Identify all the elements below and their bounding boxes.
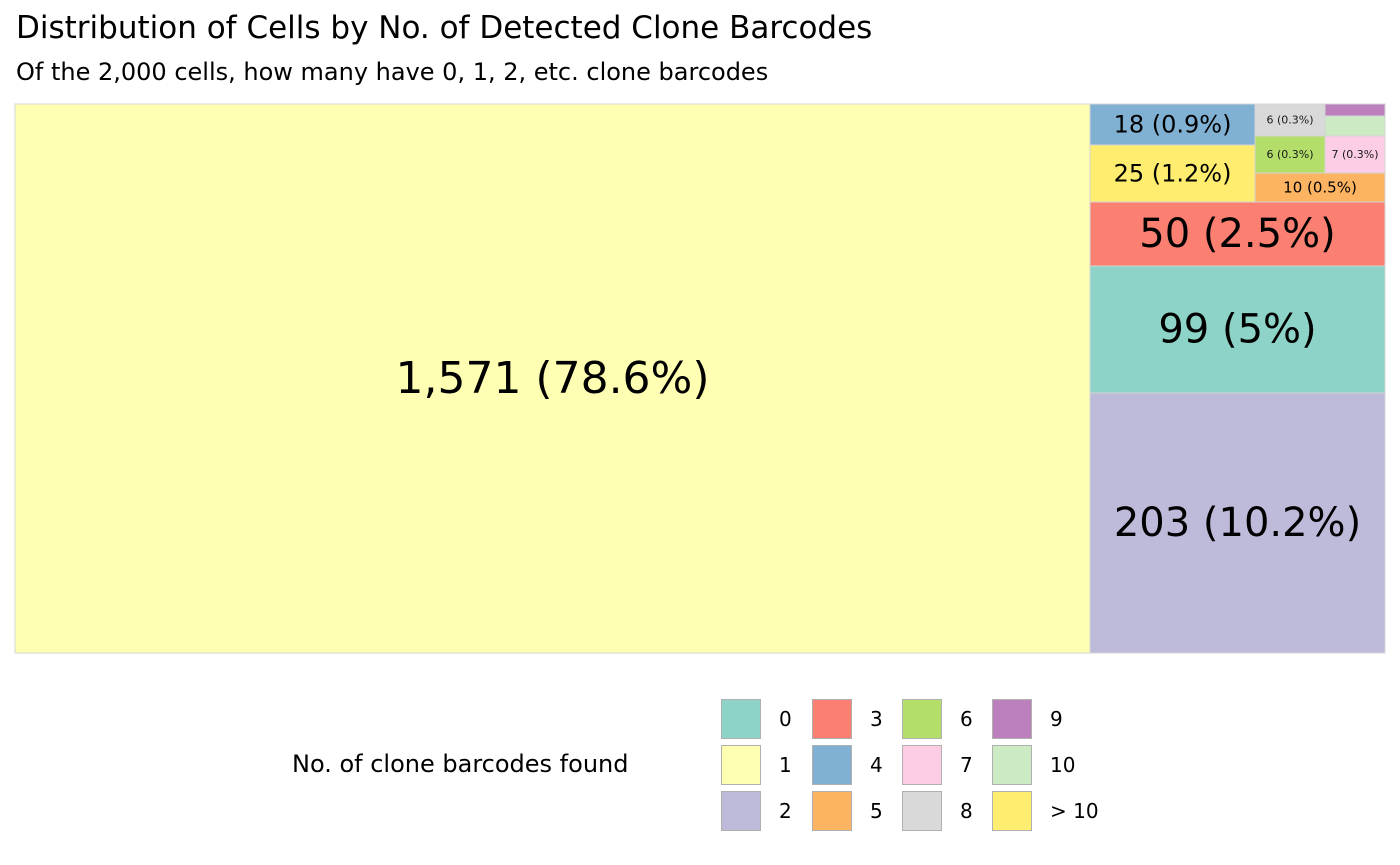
- tile-1: [14, 103, 1091, 654]
- legend-label-7: 7: [960, 753, 973, 777]
- legend-label-4: 4: [870, 753, 883, 777]
- legend-swatch-2: [721, 791, 761, 831]
- tile-label-3: 50 (2.5%): [1139, 211, 1335, 257]
- legend-title: No. of clone barcodes found: [292, 750, 629, 778]
- tile-label-7: 7 (0.3%): [1331, 148, 1378, 161]
- tile-label-gt10: 25 (1.2%): [1114, 160, 1232, 188]
- tile-5: [1254, 172, 1386, 203]
- tile-label-6: 6 (0.3%): [1266, 148, 1313, 161]
- tile-label-0: 99 (5%): [1158, 307, 1316, 353]
- tile-0: [1089, 265, 1386, 394]
- tile-6: [1254, 135, 1326, 174]
- tile-label-8: 6 (0.3%): [1266, 114, 1313, 127]
- legend-label-9: 9: [1050, 707, 1063, 731]
- tile-label-2: 203 (10.2%): [1114, 500, 1361, 546]
- legend-swatch-1: [721, 745, 761, 785]
- legend-label-2: 2: [779, 799, 792, 823]
- legend-label-8: 8: [960, 799, 973, 823]
- legend-swatch-3: [812, 699, 852, 739]
- tile-2: [1089, 392, 1386, 654]
- tile-label-4: 18 (0.9%): [1114, 111, 1232, 139]
- legend-swatch-4: [812, 745, 852, 785]
- legend-swatch-9: [992, 699, 1032, 739]
- legend-swatch-7: [902, 745, 942, 785]
- tile-4: [1089, 103, 1256, 146]
- legend-label-10: 10: [1050, 753, 1076, 777]
- tile-9: [1324, 103, 1386, 117]
- tile-10: [1324, 115, 1386, 137]
- legend-swatch-gt10: [992, 791, 1032, 831]
- legend-label-gt10: > 10: [1050, 799, 1099, 823]
- chart-title: Distribution of Cells by No. of Detected…: [16, 10, 873, 46]
- legend-label-5: 5: [870, 799, 883, 823]
- chart-subtitle: Of the 2,000 cells, how many have 0, 1, …: [16, 58, 769, 86]
- tile-gt10: [1089, 144, 1256, 203]
- treemap-chart: 1,571 (78.6%) 203 (10.2%) 99 (5%) 50 (2.5%)…: [14, 103, 1386, 654]
- tile-label-1: 1,571 (78.6%): [395, 353, 709, 404]
- legend-label-1: 1: [779, 753, 792, 777]
- tile-label-5: 10 (0.5%): [1283, 179, 1357, 197]
- legend-swatch-8: [902, 791, 942, 831]
- legend-swatch-5: [812, 791, 852, 831]
- legend-label-6: 6: [960, 707, 973, 731]
- legend-label-0: 0: [779, 707, 792, 731]
- legend-swatch-0: [721, 699, 761, 739]
- legend-swatch-10: [992, 745, 1032, 785]
- legend-label-3: 3: [870, 707, 883, 731]
- tile-8: [1254, 103, 1326, 137]
- legend-swatch-6: [902, 699, 942, 739]
